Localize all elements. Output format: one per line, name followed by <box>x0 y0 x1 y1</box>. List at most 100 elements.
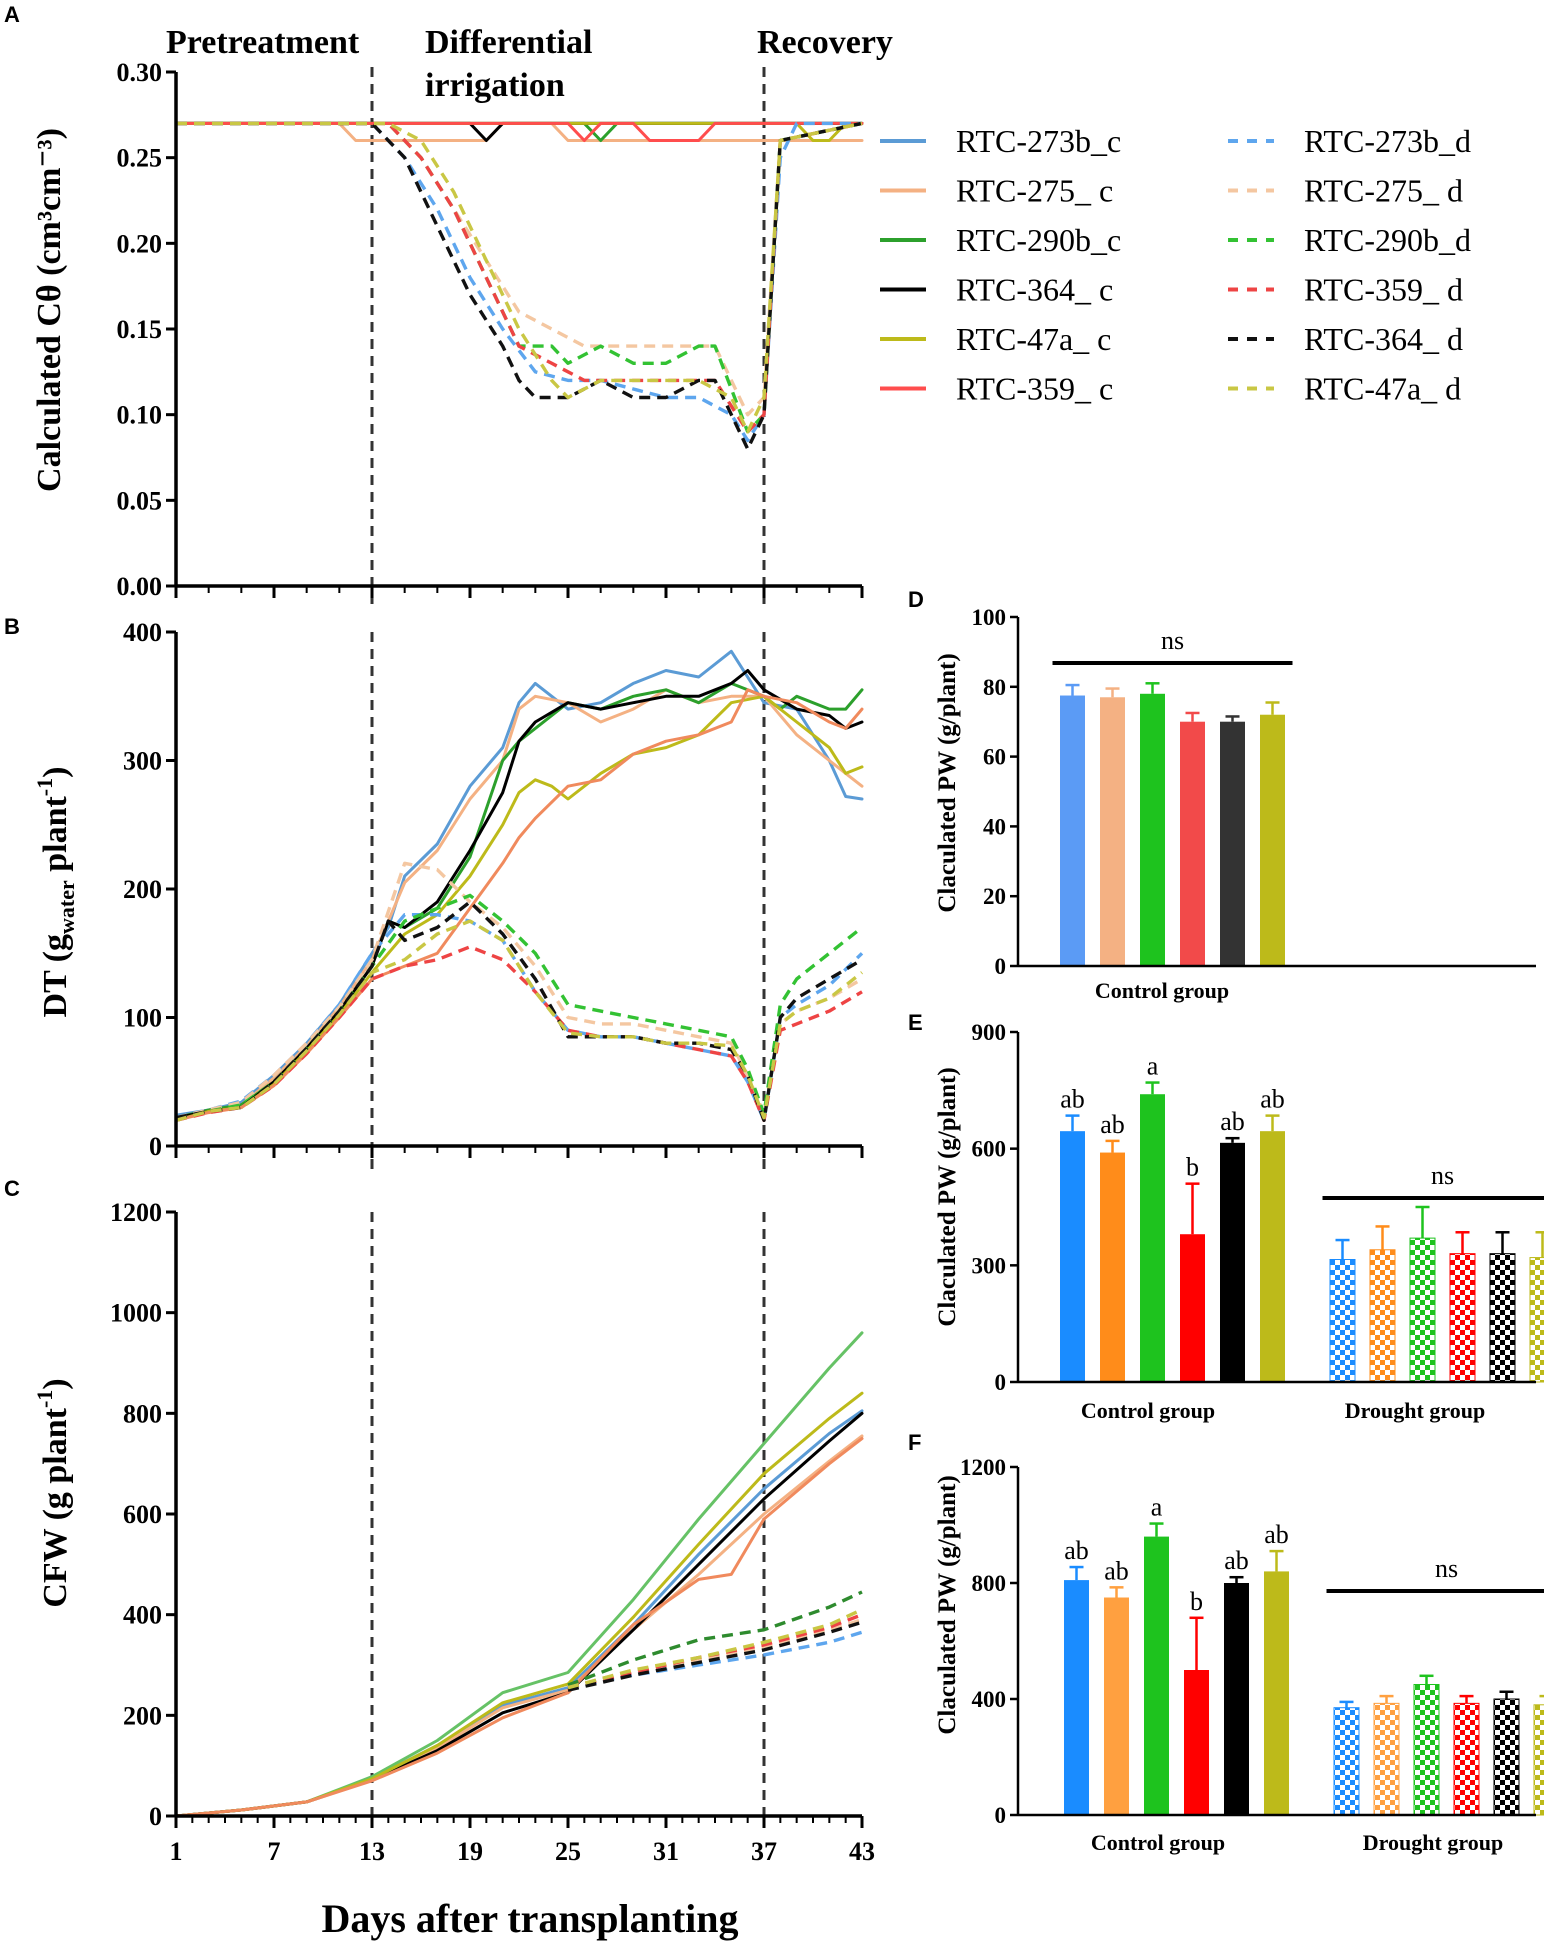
panel-d-bar-rtc-275 <box>1100 697 1125 966</box>
panel-d-group-label-1: Control group <box>1095 978 1229 1003</box>
panel-f-bar-rtc-273b-d <box>1333 1707 1360 1816</box>
panel-c-plot-area: 0 200 400 600 800 1000 1200 1 7 13 19 25 31 37 43 <box>110 1198 875 1866</box>
panel-f-y-tick-label: 1200 <box>960 1455 1006 1480</box>
panel-c-x-tick-label: 25 <box>555 1837 581 1866</box>
panel-a-y-axis-title: Calculated Cθ (cm³cm⁻³) <box>31 128 68 492</box>
legend-label-rtc-359-d: RTC-359_ d <box>1304 272 1463 308</box>
panel-d-plot-area: ns 0 20 40 60 80 100 Control group <box>972 605 1536 1003</box>
panel-b-series-line-rtc-364-d <box>175 900 863 1123</box>
legend-label-rtc-290b-c: RTC-290b_c <box>956 222 1121 258</box>
panel-a-series-line-rtc-275-d <box>176 121 863 417</box>
panel-e-y-tick-label: 0 <box>995 1370 1007 1395</box>
panel-a: A Pretreatment Differential irrigation R… <box>4 2 1471 610</box>
legend-label-rtc-364-c: RTC-364_ c <box>956 272 1113 308</box>
panel-c-x-tick-label: 19 <box>457 1837 483 1866</box>
panel-e-bar-rtc-47a-d <box>1529 1257 1544 1383</box>
panel-e-bar-rtc-273b-c <box>1060 1131 1085 1382</box>
panel-b-y-axis-title: DT (gwater plant-1) <box>32 767 79 1018</box>
panel-a-y-tick-label: 0.20 <box>117 229 163 258</box>
panel-d-y-tick-label: 40 <box>983 814 1006 839</box>
panel-b-ylabel-part-5: ) <box>37 767 74 778</box>
panel-b-y-tick-label: 100 <box>123 1004 162 1033</box>
panel-a-legend: RTC-273b_c RTC-275_ c RTC-290b_c RTC-364_ c… <box>880 123 1471 407</box>
panel-a-series-line-rtc-364-d <box>176 121 863 451</box>
panel-d-y-axis-title: Claculated PW (g/plant) <box>934 653 961 912</box>
panel-d-y-tick-label: 100 <box>972 605 1007 630</box>
panel-a-series-line-rtc-273b-d <box>176 121 862 443</box>
panel-c-y-tick-label: 0 <box>149 1802 162 1831</box>
panel-a-y-tick-label: 0.25 <box>117 144 163 173</box>
panel-b-y-tick-label: 200 <box>123 875 162 904</box>
panel-f-label: F <box>908 1430 921 1455</box>
panel-f-bar-rtc-47a-d <box>1533 1704 1544 1816</box>
panel-b-series-line-rtc-47a-d <box>175 919 864 1122</box>
legend-label-rtc-359-c: RTC-359_ c <box>956 371 1113 407</box>
phase-recovery-label: Recovery <box>757 24 893 61</box>
panel-f-significance-label-rtc-290b-c: a <box>1151 1493 1163 1522</box>
panel-f-y-tick-label: 0 <box>995 1803 1007 1828</box>
panel-e-bar-rtc-275-d <box>1369 1249 1396 1383</box>
panel-d-y-tick-label: 60 <box>983 745 1006 770</box>
panel-f-y-tick-label: 400 <box>972 1687 1007 1712</box>
panel-b: B 0 100 200 300 400 DT (gwater plant-1) <box>4 614 864 1170</box>
panel-c-y-tick-label: 600 <box>123 1500 162 1529</box>
panel-d-bar-rtc-359 <box>1180 721 1205 966</box>
phase-irrigation-label: irrigation <box>425 67 565 104</box>
legend-label-rtc-47a-c: RTC-47a_ c <box>956 321 1111 357</box>
panel-e-y-axis-title: Claculated PW (g/plant) <box>934 1067 961 1326</box>
panel-f-bar-rtc-47a-c <box>1264 1571 1289 1815</box>
panel-a-y-tick-label: 0.10 <box>117 401 163 430</box>
panel-d-bar-rtc-290b <box>1140 693 1165 966</box>
panel-c-x-tick-label: 7 <box>268 1837 281 1866</box>
panel-e-bar-rtc-364-c <box>1220 1142 1245 1382</box>
panel-e-group-label-2: Drought group <box>1345 1398 1485 1423</box>
panel-f-bar-rtc-275-c <box>1104 1597 1129 1815</box>
panel-c-x-tick-label: 13 <box>359 1837 385 1866</box>
x-axis-title: Days after transplanting <box>321 1896 738 1941</box>
panel-f-group-label-1: Control group <box>1091 1830 1225 1855</box>
legend-label-rtc-273b-d: RTC-273b_d <box>1304 123 1471 159</box>
panel-c-ylabel-superscript: -1 <box>32 1390 57 1408</box>
panel-a-label: A <box>4 2 20 27</box>
panel-c-series-line-rtc-273b-c <box>174 1409 864 1818</box>
panel-b-series-line-rtc-47a-c <box>174 694 864 1122</box>
panel-f-bar-rtc-364-c <box>1224 1583 1249 1815</box>
panel-b-series-line-rtc-275-c <box>174 688 864 1120</box>
panel-c-series-line-rtc-47a-c <box>174 1391 864 1818</box>
legend-label-rtc-47a-d: RTC-47a_ d <box>1304 371 1461 407</box>
panel-b-series-line-rtc-273b-c <box>174 649 864 1117</box>
legend-label-rtc-364-d: RTC-364_ d <box>1304 321 1463 357</box>
panel-e-bar-rtc-275-c <box>1100 1152 1125 1382</box>
panel-b-series-line-rtc-290b-d <box>175 893 864 1122</box>
panel-c-y-tick-label: 1200 <box>110 1198 162 1227</box>
panel-c-y-tick-label: 800 <box>123 1399 162 1428</box>
panel-f-significance-label-rtc-273b-c: ab <box>1064 1536 1089 1565</box>
panel-f-bar-rtc-290b-d <box>1413 1684 1440 1816</box>
panel-a-y-tick-label: 0.30 <box>117 58 163 87</box>
panel-c-y-tick-label: 400 <box>123 1601 162 1630</box>
panel-f-bar-rtc-359-c <box>1184 1670 1209 1815</box>
panel-b-ylabel-part-1: DT (g <box>37 934 74 1017</box>
panel-b-plot-area: 0 100 200 300 400 <box>123 618 864 1170</box>
panel-f-group-label-2: Drought group <box>1363 1830 1503 1855</box>
panel-c-y-tick-label: 1000 <box>110 1299 162 1328</box>
panel-a-series-line-rtc-47a-c <box>174 121 864 142</box>
panel-e-significance-label-rtc-47a-c: ab <box>1260 1085 1285 1114</box>
panel-b-ylabel-part-3: plant <box>37 796 74 881</box>
panel-c-x-tick-label: 37 <box>751 1837 777 1866</box>
panel-b-y-tick-label: 0 <box>149 1132 162 1161</box>
panel-f-y-tick-label: 800 <box>972 1571 1007 1596</box>
panel-c-series-line-rtc-47a-d <box>567 1608 863 1690</box>
panel-c-ylabel-part-3: ) <box>37 1378 74 1389</box>
panel-b-series-line-rtc-359-d <box>175 945 863 1123</box>
panel-c-series-line-rtc-290b-d <box>567 1590 863 1687</box>
panel-f-significance-label-rtc-275-c: ab <box>1104 1556 1129 1585</box>
legend-label-rtc-275-c: RTC-275_ c <box>956 173 1113 209</box>
panel-c-y-axis-title: CFW (g plant-1) <box>32 1378 74 1607</box>
legend-label-rtc-275-d: RTC-275_ d <box>1304 173 1463 209</box>
panel-f-bar-rtc-290b-c <box>1144 1536 1169 1815</box>
panel-e-significance-label-rtc-364-c: ab <box>1220 1107 1245 1136</box>
